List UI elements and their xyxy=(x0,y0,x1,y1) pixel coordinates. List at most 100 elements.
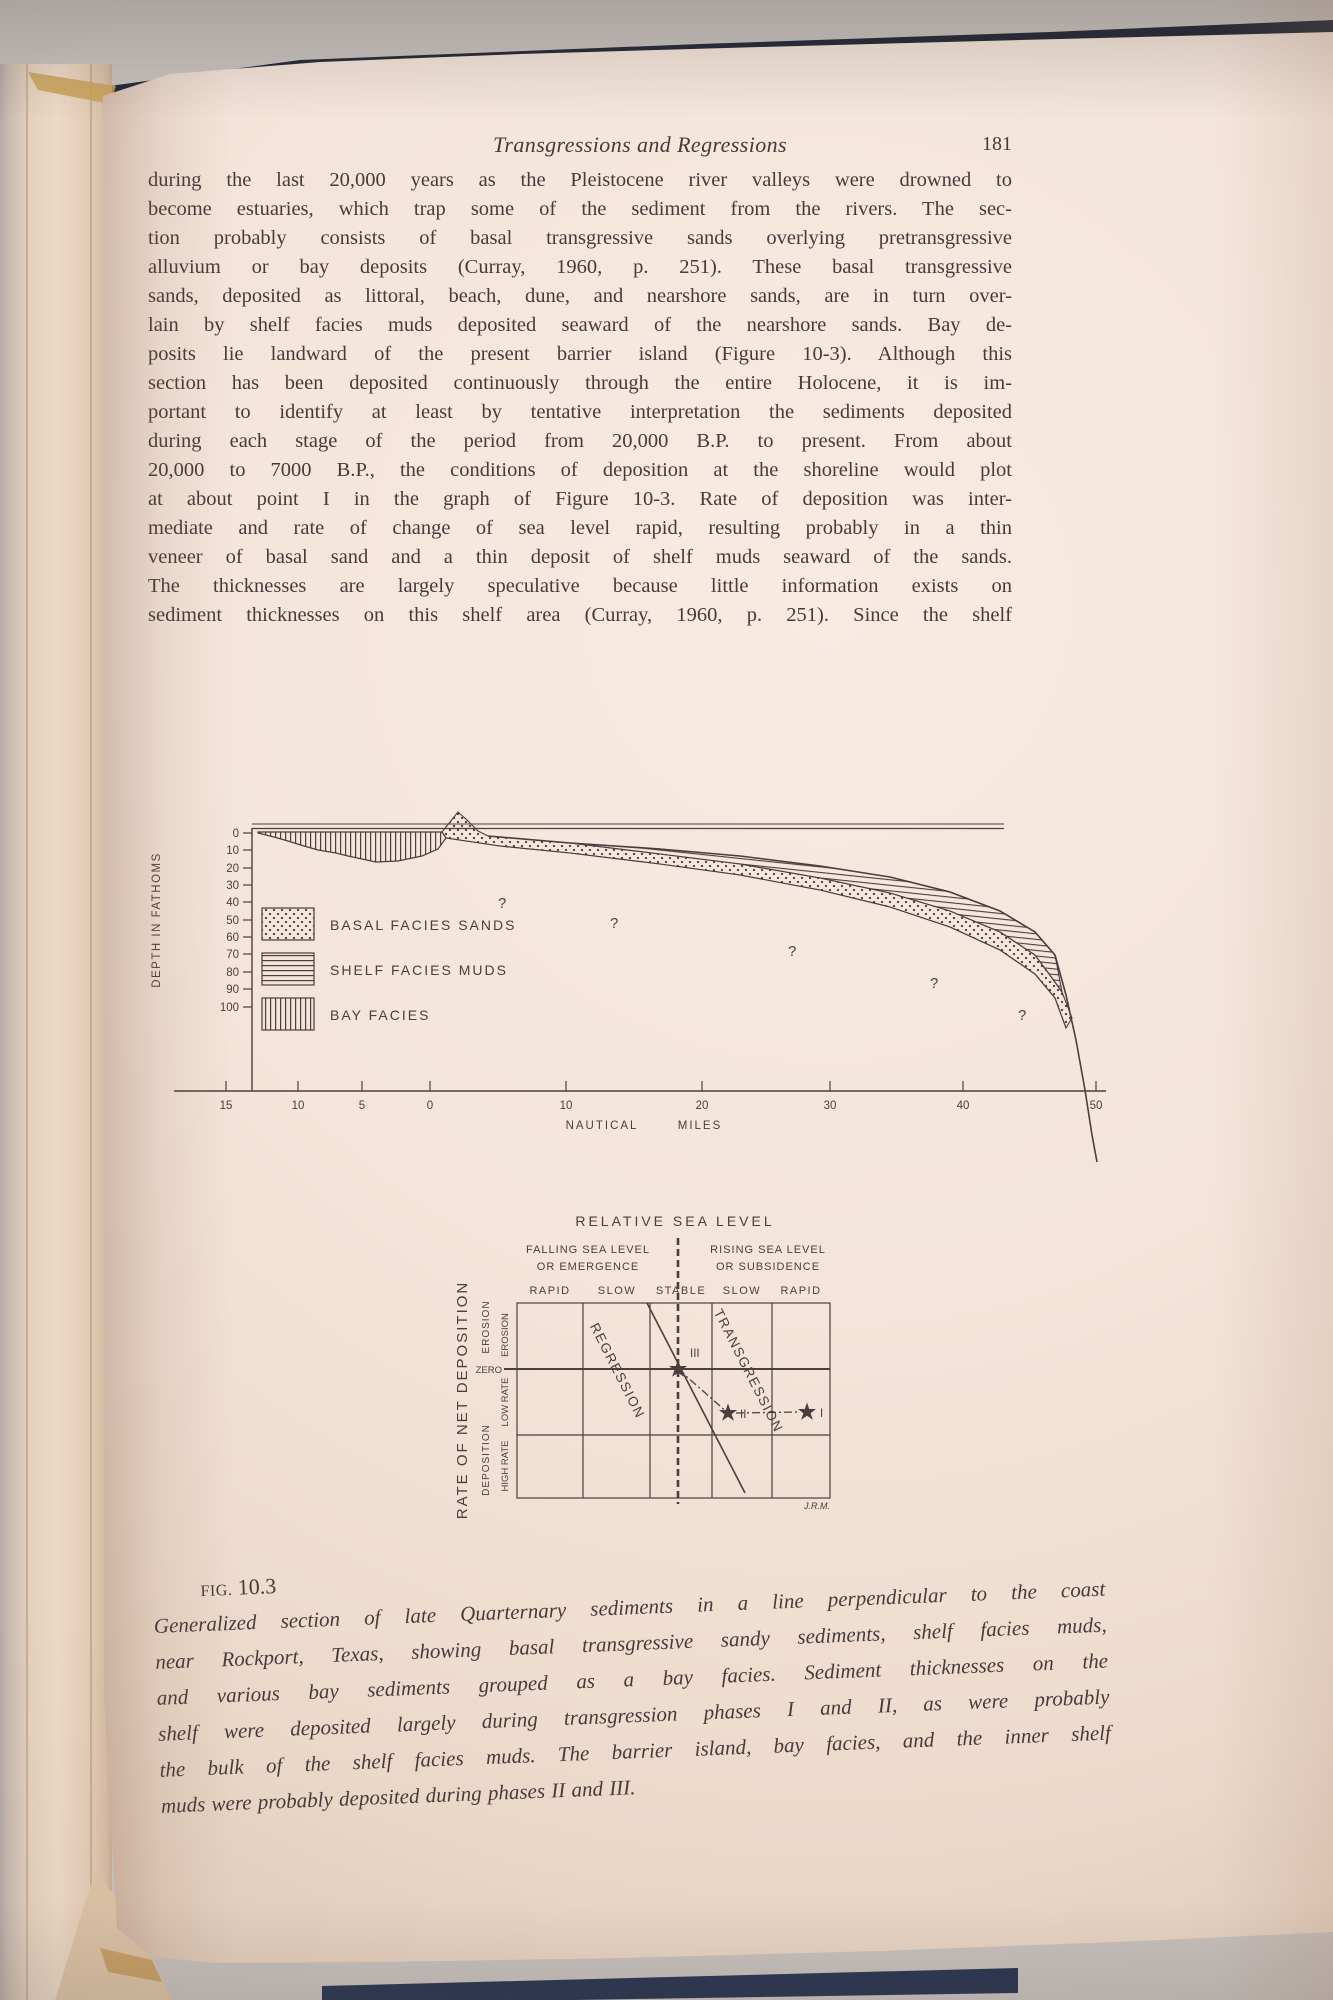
running-title: Transgressions and Regressions xyxy=(493,132,787,157)
figure1-legend: BASAL FACIES SANDS SHELF FACIES MUDS BAY… xyxy=(261,907,516,1031)
question-mark-icon: ? xyxy=(930,975,938,992)
figure2-grid xyxy=(504,1302,831,1499)
mile-tick-label: 20 xyxy=(696,1100,709,1112)
question-mark-icon: ? xyxy=(788,943,796,960)
mile-axis-word: NAUTICAL xyxy=(566,1120,639,1132)
page-gutter-shadow xyxy=(103,50,233,1963)
legend-swatch-shelf-muds xyxy=(261,952,315,986)
cross-section-figure: ? ? ? ? ? 0 10 xyxy=(151,811,1106,1163)
body-line: portant to identify at least by tentativ… xyxy=(148,401,1012,423)
mile-ticks xyxy=(225,1081,1097,1091)
depth-tick-label: 60 xyxy=(226,932,239,944)
mile-tick-label: 0 xyxy=(427,1100,433,1112)
body-line: The thicknesses are largely speculative … xyxy=(148,575,1012,597)
mile-axis-label: NAUTICAL MILES xyxy=(566,1120,723,1132)
erosion-zone-label: EROSION xyxy=(481,1300,492,1353)
page-number: 181 xyxy=(982,133,1012,155)
depth-tick-label: 30 xyxy=(226,880,239,892)
rate-label-zero: ZERO xyxy=(476,1365,502,1376)
bay-facies-body xyxy=(257,831,447,863)
depth-tick-label: 10 xyxy=(226,845,239,857)
phase-star-II xyxy=(719,1403,737,1421)
body-line: veneer of basal sand and a thin deposit … xyxy=(148,546,1012,568)
seafloor-line xyxy=(487,835,1056,956)
question-mark-icon: ? xyxy=(610,915,618,932)
body-paragraph: during the last 20,000 years as the Plei… xyxy=(148,166,1012,630)
rising-header-line: RISING SEA LEVEL xyxy=(710,1244,826,1256)
legend-label-basal-sands: BASAL FACIES SANDS xyxy=(330,917,516,933)
transgression-label: TRANSGRESSION xyxy=(711,1307,786,1435)
legend-swatch-basal-sands xyxy=(261,907,315,941)
phase-label-I: I xyxy=(820,1408,823,1420)
depth-tick-label: 70 xyxy=(226,949,239,961)
mile-tick-label: 30 xyxy=(824,1100,837,1112)
depth-ticks xyxy=(243,832,252,1008)
depth-tick-label: 50 xyxy=(226,915,239,927)
rising-header: RISING SEA LEVEL OR SUBSIDENCE xyxy=(710,1244,826,1273)
body-line: tion probably consists of basal transgre… xyxy=(148,227,1012,249)
page-stack-edge xyxy=(0,64,112,2000)
phase-labels: III II I xyxy=(690,1348,823,1421)
mile-tick-label: 5 xyxy=(359,1100,365,1112)
rate-label-high: HIGH RATE xyxy=(500,1440,511,1491)
depth-tick-label: 100 xyxy=(220,1002,239,1014)
depth-tick-label: 0 xyxy=(233,828,239,840)
body-line: sands, deposited as littoral, beach, dun… xyxy=(148,285,1012,307)
sea-level-rate-graph: RELATIVE SEA LEVEL FALLING SEA LEVEL OR … xyxy=(454,1213,831,1519)
depth-tick-label: 80 xyxy=(226,967,239,979)
column-label: SLOW xyxy=(598,1285,636,1297)
column-label: RAPID xyxy=(780,1285,821,1297)
drafter-initials: J.R.M. xyxy=(803,1501,830,1511)
phase-path xyxy=(677,1368,799,1414)
mile-tick-label: 40 xyxy=(957,1100,970,1112)
mile-tick-label: 50 xyxy=(1090,1100,1103,1112)
figure-caption: FIG. 10.3 Generalized section of late Qu… xyxy=(152,1541,1113,1824)
figure1-axes xyxy=(174,828,1106,1092)
mile-axis-word: MILES xyxy=(678,1120,723,1132)
body-line: alluvium or bay deposits (Curray, 1960, … xyxy=(148,256,1012,278)
continental-slope-line xyxy=(1054,954,1098,1163)
body-line: section has been deposited continuously … xyxy=(148,372,1012,394)
falling-header-line: FALLING SEA LEVEL xyxy=(526,1244,650,1256)
falling-header-line: OR EMERGENCE xyxy=(537,1261,639,1273)
phase-label-III: III xyxy=(690,1348,700,1360)
column-label: STABLE xyxy=(656,1285,706,1297)
body-line: 20,000 to 7000 B.P., the conditions of d… xyxy=(148,459,1012,481)
phase-star-I xyxy=(798,1402,816,1420)
figure2-ylabel: RATE OF NET DEPOSITION xyxy=(454,1281,471,1519)
body-line: become estuaries, which trap some of the… xyxy=(148,198,1012,220)
mile-tick-label: 10 xyxy=(560,1100,573,1112)
body-line: during each stage of the period from 20,… xyxy=(148,430,1012,452)
regression-transgression-boundary xyxy=(646,1302,746,1494)
rate-column-labels: RAPID SLOW STABLE SLOW RAPID xyxy=(529,1285,821,1297)
legend-swatch-bay-facies xyxy=(261,997,315,1031)
regression-label: REGRESSION xyxy=(587,1321,648,1421)
depth-axis-label: DEPTH IN FATHOMS xyxy=(151,852,163,988)
question-mark-icon: ? xyxy=(1018,1007,1026,1024)
figure-number: 10.3 xyxy=(237,1573,277,1600)
column-label: RAPID xyxy=(529,1285,570,1297)
phase-label-II: II xyxy=(740,1409,746,1421)
body-line: posits lie landward of the present barri… xyxy=(148,343,1012,365)
legend-label-bay-facies: BAY FACIES xyxy=(330,1007,430,1023)
body-line: sediment thicknesses on this shelf area … xyxy=(148,604,1012,626)
question-mark-icon: ? xyxy=(498,895,506,912)
legend-label-shelf-muds: SHELF FACIES MUDS xyxy=(330,962,508,978)
body-line: during the last 20,000 years as the Plei… xyxy=(148,169,1012,191)
mile-tick-label: 15 xyxy=(220,1100,233,1112)
sea-level-line xyxy=(252,823,1004,830)
falling-header: FALLING SEA LEVEL OR EMERGENCE xyxy=(526,1244,650,1273)
rate-label-low: LOW RATE xyxy=(500,1378,511,1427)
mile-tick-label: 10 xyxy=(292,1100,305,1112)
depth-tick-label: 40 xyxy=(226,897,239,909)
rising-header-line: OR SUBSIDENCE xyxy=(716,1261,820,1273)
depth-tick-label: 90 xyxy=(226,984,239,996)
rate-label-erosion: EROSION xyxy=(500,1313,511,1357)
mile-tick-labels: 15 10 5 0 10 20 30 40 50 xyxy=(220,1100,1103,1112)
figure2-title: RELATIVE SEA LEVEL xyxy=(575,1213,774,1229)
pretransgressive-base-line xyxy=(445,837,1067,1029)
uncertainty-question-marks: ? ? ? ? ? xyxy=(498,895,1026,1024)
depth-tick-label: 20 xyxy=(226,863,239,875)
